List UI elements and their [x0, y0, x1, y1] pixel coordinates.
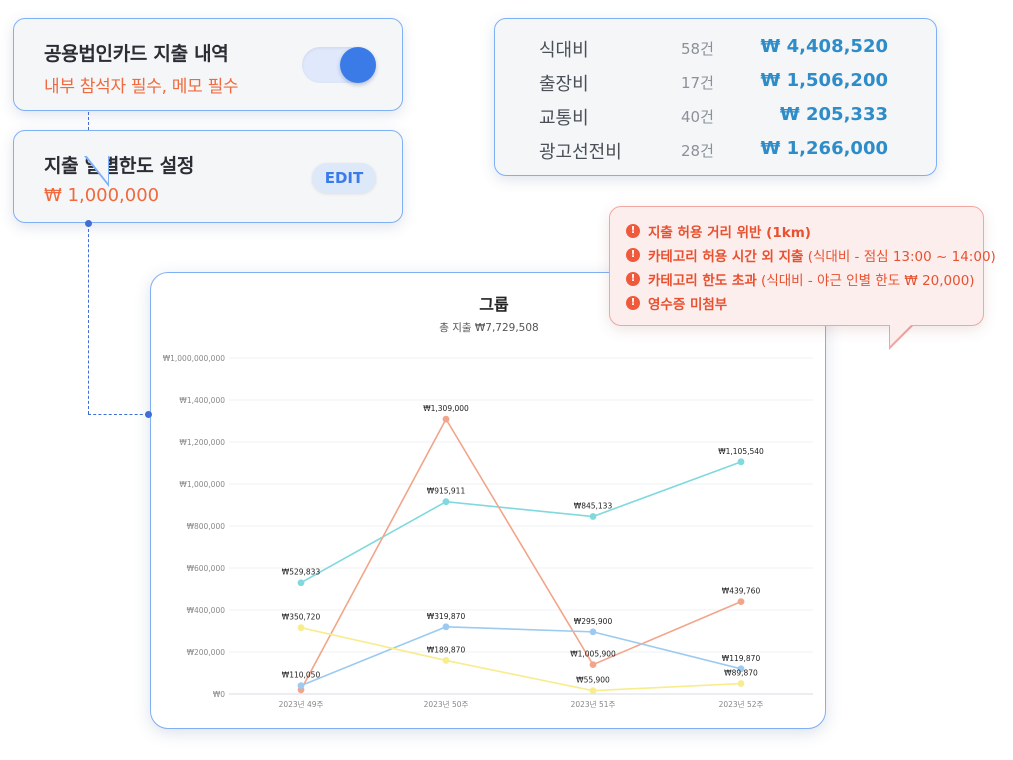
violation-item: ! 영수증 미첨부 — [626, 293, 727, 315]
data-point — [297, 579, 305, 587]
y-tick-label: ₩200,000 — [187, 648, 226, 657]
violation-alerts-bubble: ! 지출 허용 거리 위반 (1km) ! 카테고리 허용 시간 외 지출 (식대비… — [609, 206, 996, 326]
chart-title: 그룹 — [479, 295, 509, 314]
data-label: ₩55,900 — [576, 676, 610, 685]
data-point — [589, 661, 597, 668]
data-point — [297, 682, 305, 689]
violation-text: 영수증 미첨부 — [648, 297, 728, 313]
data-label: ₩110,050 — [282, 671, 321, 680]
data-label: ₩1,005,900 — [570, 650, 616, 659]
category-count: 28건 — [681, 142, 714, 160]
data-label: ₩319,870 — [427, 612, 466, 621]
expense-card-subtitle: 내부 참석자 필수, 메모 필수 — [44, 77, 239, 97]
category-amount: ₩ 4,408,520 — [760, 36, 888, 57]
alert-icon: ! — [626, 296, 640, 310]
x-tick-label: 2023년 50주 — [424, 699, 469, 709]
violation-detail: (식대비 - 야근 인별 한도 ₩ 20,000) — [756, 273, 975, 289]
data-label: ₩189,870 — [427, 645, 466, 654]
data-label: ₩295,900 — [574, 617, 613, 626]
expense-toggle[interactable] — [302, 47, 376, 83]
category-name: 출장비 — [539, 74, 589, 95]
data-point — [442, 415, 450, 423]
y-tick-label: ₩1,000,000 — [179, 480, 225, 489]
y-tick-label: ₩0 — [213, 690, 225, 699]
connector-dot — [145, 411, 152, 418]
y-tick-label: ₩1,200,000 — [179, 438, 225, 447]
y-tick-label: ₩400,000 — [187, 606, 226, 615]
x-tick-label: 2023년 51주 — [571, 699, 616, 709]
category-row: 광고선전비 28건 ₩ 1,266,000 — [495, 138, 938, 172]
category-amount: ₩ 1,266,000 — [760, 138, 888, 159]
violation-text: 카테고리 한도 초과 — [648, 273, 757, 289]
category-summary-bubble: 식대비 58건 ₩ 4,408,520 출장비 17건 ₩ 1,506,200 … — [494, 18, 937, 176]
data-point — [589, 513, 597, 520]
data-point — [737, 680, 745, 687]
data-label: ₩1,105,540 — [718, 447, 764, 456]
daily-limit-title: 지출 일별한도 설정 — [44, 155, 195, 177]
data-label: ₩845,133 — [574, 502, 613, 511]
category-name: 광고선전비 — [539, 142, 622, 163]
alert-icon: ! — [626, 272, 640, 286]
category-count: 17건 — [681, 74, 714, 92]
data-point — [589, 628, 597, 636]
data-label: ₩119,870 — [722, 654, 761, 663]
category-amount: ₩ 205,333 — [779, 104, 888, 125]
data-label: ₩350,720 — [282, 613, 321, 622]
data-point — [297, 624, 305, 632]
connector-line — [88, 414, 148, 415]
y-tick-label: ₩1,000,000,000 — [163, 354, 226, 363]
data-point — [589, 687, 597, 695]
data-point — [737, 598, 745, 606]
group-chart-card: 그룹 총 지출 ₩7,729,508 ₩0 ₩200,000 ₩400,000 ₩60… — [150, 272, 826, 729]
daily-limit-amount: ₩ 1,000,000 — [44, 185, 160, 206]
category-name: 식대비 — [539, 40, 589, 61]
category-amount: ₩ 1,506,200 — [760, 70, 888, 91]
y-tick-label: ₩600,000 — [187, 564, 226, 573]
violation-text: 지출 허용 거리 위반 (1km) — [648, 225, 811, 241]
expense-card: 공용법인카드 지출 내역 내부 참석자 필수, 메모 필수 — [13, 18, 403, 111]
series-line — [300, 626, 742, 692]
connector-line — [88, 112, 89, 130]
x-tick-label: 2023년 49주 — [279, 699, 324, 709]
expense-card-title: 공용법인카드 지출 내역 — [44, 43, 229, 65]
y-tick-label: ₩800,000 — [187, 522, 226, 531]
data-label: ₩915,911 — [427, 487, 466, 496]
data-point — [442, 657, 450, 664]
data-point — [442, 498, 450, 506]
bubble-tail — [890, 323, 913, 346]
violation-text: 카테고리 허용 시간 외 지출 — [648, 249, 804, 265]
edit-button[interactable]: EDIT — [312, 163, 376, 193]
connector-dot — [85, 220, 92, 227]
data-point — [737, 665, 745, 673]
category-row: 교통비 40건 ₩ 205,333 — [495, 104, 938, 138]
x-tick-label: 2023년 52주 — [719, 699, 764, 709]
violation-item: ! 지출 허용 거리 위반 (1km) — [626, 221, 811, 243]
line-chart: 그룹 총 지출 ₩7,729,508 ₩0 ₩200,000 ₩400,000 ₩60… — [163, 295, 813, 709]
violation-item: ! 카테고리 허용 시간 외 지출 (식대비 - 점심 13:00 ~ 14:00… — [626, 245, 996, 267]
chart-subtitle: 총 지출 ₩7,729,508 — [439, 322, 538, 334]
series-line — [300, 461, 742, 584]
category-row: 식대비 58건 ₩ 4,408,520 — [495, 36, 938, 70]
data-label: ₩529,833 — [282, 568, 321, 577]
violation-item: ! 카테고리 한도 초과 (식대비 - 야근 인별 한도 ₩ 20,000) — [626, 269, 975, 291]
category-count: 40건 — [681, 108, 714, 126]
data-point — [737, 458, 745, 466]
daily-limit-card: 지출 일별한도 설정 ₩ 1,000,000 EDIT — [13, 130, 403, 223]
data-label: ₩439,760 — [722, 587, 761, 596]
data-point — [442, 623, 450, 631]
y-tick-label: ₩1,400,000 — [179, 396, 225, 405]
category-count: 58건 — [681, 40, 714, 58]
data-label: ₩89,870 — [724, 669, 758, 678]
connector-line — [88, 224, 89, 414]
violation-detail: (식대비 - 점심 13:00 ~ 14:00) — [803, 249, 996, 265]
alert-icon: ! — [626, 248, 640, 262]
category-row: 출장비 17건 ₩ 1,506,200 — [495, 70, 938, 104]
toggle-knob — [340, 47, 376, 83]
alert-icon: ! — [626, 224, 640, 238]
series-line — [300, 626, 742, 687]
data-label: ₩1,309,000 — [423, 404, 469, 413]
series-line — [300, 417, 742, 691]
bubble-tail — [86, 155, 108, 183]
category-name: 교통비 — [539, 108, 589, 129]
